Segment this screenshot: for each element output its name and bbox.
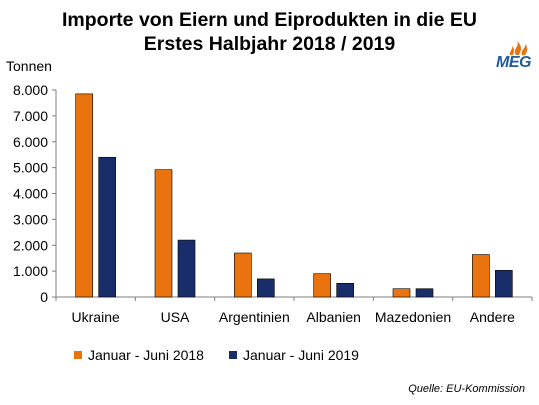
bar-2019 — [495, 270, 513, 298]
y-tick-label: 3.000 — [13, 211, 48, 227]
chart-title: Importe von Eiern und Eiprodukten in die… — [0, 8, 539, 56]
y-axis-unit-label: Tonnen — [6, 58, 52, 74]
chart-title-line1: Importe von Eiern und Eiprodukten in die… — [62, 9, 477, 31]
y-tick-label: 4.000 — [13, 186, 48, 202]
chart-title-line2: Erstes Halbjahr 2018 / 2019 — [143, 33, 396, 55]
y-tick-label: 0 — [40, 289, 48, 305]
bar-2018 — [392, 288, 411, 298]
legend-label-2018: Januar - Juni 2018 — [88, 347, 204, 363]
legend-item-2018: Januar - Juni 2018 — [74, 347, 204, 363]
y-tick-label: 6.000 — [13, 134, 48, 150]
x-tick-label: Albanien — [306, 309, 361, 325]
x-tick-label: Ukraine — [72, 309, 120, 325]
logo-text: MEG — [496, 54, 531, 71]
bar-2019 — [257, 278, 275, 298]
flame-icon — [509, 41, 528, 55]
x-tick-label: Argentinien — [219, 309, 290, 325]
bar-2019 — [336, 282, 354, 298]
bar-2018 — [154, 169, 173, 298]
bar-2018 — [472, 254, 490, 298]
y-tick-label: 1.000 — [13, 263, 48, 279]
legend-swatch-2019 — [229, 351, 237, 359]
legend-item-2019: Januar - Juni 2019 — [229, 347, 359, 363]
legend-label-2019: Januar - Juni 2019 — [243, 347, 359, 363]
x-tick-label: Mazedonien — [375, 309, 451, 325]
y-tick-label: 7.000 — [13, 108, 48, 124]
meg-logo: MEG — [496, 40, 536, 74]
x-tick-label: USA — [161, 309, 190, 325]
bar-2019 — [177, 239, 196, 298]
legend-swatch-2018 — [74, 351, 82, 359]
y-tick-label: 5.000 — [13, 160, 48, 176]
y-tick-label: 2.000 — [13, 237, 48, 253]
y-tick-label: 8.000 — [13, 82, 48, 98]
bar-2018 — [234, 252, 252, 298]
bar-2019 — [98, 156, 116, 298]
x-tick-label: Andere — [470, 309, 515, 325]
source-note: Quelle: EU-Kommission — [408, 383, 525, 395]
bar-2019 — [415, 288, 434, 298]
bar-2018 — [75, 93, 93, 298]
bar-2018 — [313, 273, 331, 298]
